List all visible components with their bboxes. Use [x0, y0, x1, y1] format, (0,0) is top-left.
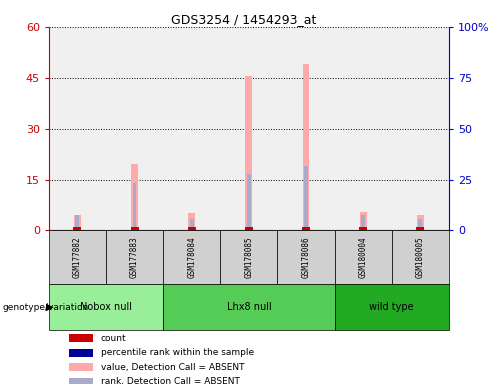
Text: GSM180004: GSM180004: [359, 237, 368, 278]
Bar: [188, 227, 196, 230]
Bar: [131, 227, 139, 230]
Bar: [304, 166, 308, 230]
Text: genotype/variation: genotype/variation: [2, 303, 89, 312]
Bar: [220, 230, 278, 284]
Bar: [73, 227, 81, 230]
Bar: [335, 230, 392, 284]
Text: GSM178086: GSM178086: [302, 237, 310, 278]
Bar: [131, 164, 138, 230]
Bar: [49, 284, 163, 330]
Bar: [302, 227, 310, 230]
Text: GSM177883: GSM177883: [130, 237, 139, 278]
Bar: [245, 227, 253, 230]
Text: rank, Detection Call = ABSENT: rank, Detection Call = ABSENT: [101, 377, 240, 384]
Bar: [359, 227, 367, 230]
Text: ▶: ▶: [46, 302, 54, 312]
Text: percentile rank within the sample: percentile rank within the sample: [101, 348, 254, 358]
Bar: [303, 64, 309, 230]
Bar: [188, 214, 195, 230]
Text: count: count: [101, 334, 126, 343]
Bar: [247, 174, 251, 230]
Text: wild type: wild type: [369, 302, 414, 312]
Bar: [69, 349, 93, 357]
Text: Lhx8 null: Lhx8 null: [226, 302, 271, 312]
Text: value, Detection Call = ABSENT: value, Detection Call = ABSENT: [101, 363, 244, 372]
Bar: [278, 230, 335, 284]
Bar: [163, 230, 220, 284]
Bar: [69, 334, 93, 342]
Bar: [417, 215, 424, 230]
Bar: [133, 183, 137, 230]
Bar: [163, 284, 335, 330]
Bar: [69, 377, 93, 384]
Text: GDS3254 / 1454293_at: GDS3254 / 1454293_at: [171, 13, 317, 26]
Bar: [69, 363, 93, 371]
Text: GSM177882: GSM177882: [73, 237, 82, 278]
Text: Nobox null: Nobox null: [80, 302, 132, 312]
Bar: [416, 227, 425, 230]
Text: GSM178085: GSM178085: [244, 237, 253, 278]
Text: GSM178084: GSM178084: [187, 237, 196, 278]
Bar: [360, 212, 366, 230]
Bar: [419, 218, 422, 230]
Bar: [392, 230, 449, 284]
Bar: [245, 76, 252, 230]
Bar: [76, 215, 79, 230]
Bar: [190, 218, 194, 230]
Text: GSM180005: GSM180005: [416, 237, 425, 278]
Bar: [74, 215, 81, 230]
Bar: [335, 284, 449, 330]
Bar: [361, 215, 365, 230]
Bar: [49, 230, 106, 284]
Bar: [106, 230, 163, 284]
